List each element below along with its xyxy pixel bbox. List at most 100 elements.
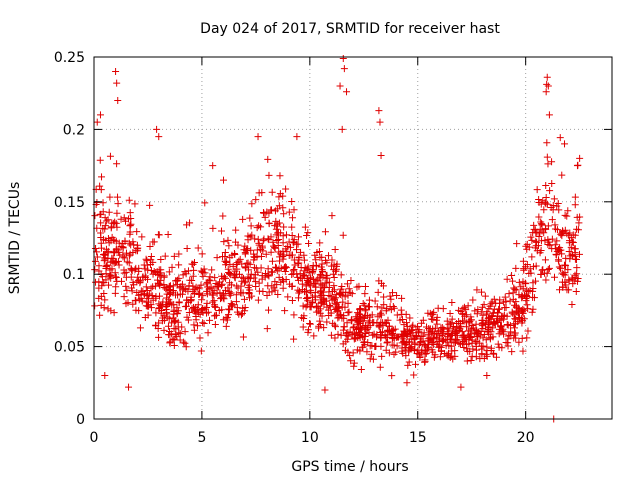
data-point (326, 303, 334, 311)
data-point (426, 309, 434, 317)
data-point (154, 270, 162, 278)
data-point (255, 279, 263, 287)
data-point (533, 247, 541, 255)
data-point (286, 280, 294, 288)
data-point (533, 228, 541, 236)
data-point (336, 290, 344, 298)
data-point (265, 272, 273, 280)
data-point (571, 193, 579, 201)
data-point (155, 266, 163, 274)
data-point (311, 251, 319, 259)
data-point (509, 277, 517, 285)
data-point (222, 322, 230, 330)
data-point (147, 284, 155, 292)
data-point (543, 153, 551, 161)
data-point (245, 281, 253, 289)
data-point (100, 251, 108, 259)
data-point (101, 225, 109, 233)
data-point (289, 267, 297, 275)
data-point (556, 246, 564, 254)
data-point (503, 320, 511, 328)
data-point (305, 280, 313, 288)
data-point (512, 264, 520, 272)
data-point (290, 236, 298, 244)
data-point (203, 304, 211, 312)
data-point (466, 330, 474, 338)
data-point (506, 322, 514, 330)
data-point (211, 303, 219, 311)
data-point (331, 323, 339, 331)
data-point (572, 256, 580, 264)
data-point (294, 276, 302, 284)
data-point (410, 371, 418, 379)
data-point (388, 289, 396, 297)
data-point (297, 248, 305, 256)
data-point (326, 302, 334, 310)
data-point (234, 308, 242, 316)
data-point (174, 323, 182, 331)
data-point (340, 312, 348, 320)
data-point (181, 339, 189, 347)
data-point (524, 305, 532, 313)
data-point (149, 238, 157, 246)
data-point (434, 304, 442, 312)
data-point (162, 285, 170, 293)
data-point (275, 202, 283, 210)
data-point (381, 331, 389, 339)
data-point (362, 312, 370, 320)
data-point (380, 301, 388, 309)
data-point (122, 249, 130, 257)
data-point (573, 225, 581, 233)
data-point (339, 340, 347, 348)
data-point (405, 348, 413, 356)
data-point (323, 259, 331, 267)
data-point (97, 239, 105, 247)
data-point (485, 320, 493, 328)
data-point (274, 242, 282, 250)
data-point (144, 275, 152, 283)
data-point (574, 226, 582, 234)
data-point (515, 338, 523, 346)
data-point (226, 306, 234, 314)
data-point (507, 328, 515, 336)
data-point (368, 342, 376, 350)
data-point (185, 282, 193, 290)
data-point (125, 383, 133, 391)
data-point (112, 219, 120, 227)
data-point (300, 256, 308, 264)
data-point (347, 277, 355, 285)
data-point (566, 255, 574, 263)
data-point (170, 335, 178, 343)
y-tick-label: 0.25 (54, 50, 85, 66)
data-point (294, 286, 302, 294)
data-point (101, 296, 109, 304)
data-point (355, 310, 363, 318)
data-point (279, 284, 287, 292)
data-point (210, 297, 218, 305)
data-point (275, 236, 283, 244)
data-point (473, 310, 481, 318)
data-point (445, 342, 453, 350)
data-point (319, 268, 327, 276)
data-point (126, 230, 134, 238)
data-point (221, 253, 229, 261)
data-point (284, 293, 292, 301)
data-point (230, 271, 238, 279)
data-point (379, 282, 387, 290)
data-point (444, 352, 452, 360)
data-point (201, 269, 209, 277)
data-point (345, 308, 353, 316)
data-point (511, 285, 519, 293)
data-point (106, 152, 114, 160)
data-point (95, 278, 103, 286)
data-point (437, 343, 445, 351)
data-point (166, 282, 174, 290)
data-point (253, 224, 261, 232)
data-point (365, 303, 373, 311)
data-point (483, 343, 491, 351)
data-point (240, 295, 248, 303)
data-point (356, 318, 364, 326)
data-point (98, 273, 106, 281)
data-point (107, 274, 115, 282)
data-point (204, 329, 212, 337)
